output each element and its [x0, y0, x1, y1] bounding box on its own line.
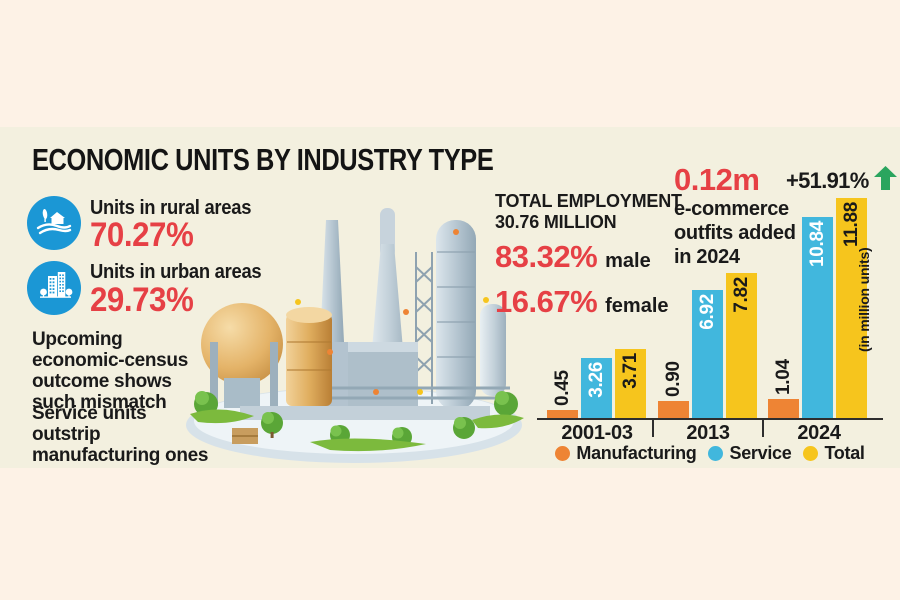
- female-share-label: female: [605, 295, 669, 317]
- bar-service-2024: [802, 217, 833, 418]
- chart-legend: Manufacturing Service Total: [537, 443, 883, 464]
- male-share-label: male: [605, 250, 651, 272]
- legend-item-total: Total: [803, 443, 865, 464]
- legend-dot-icon: [708, 446, 724, 461]
- factory-illustration: [180, 192, 528, 466]
- buildings-icon: [35, 267, 73, 310]
- legend-label: Total: [824, 443, 865, 463]
- bar-total-2024: [836, 198, 867, 418]
- urban-stat-value: 29.73%: [90, 281, 194, 319]
- employment-male-row: 83.32% male: [495, 239, 651, 275]
- bar-total-2013: [726, 273, 757, 418]
- urban-stat-icon-circle: [27, 261, 81, 315]
- bar-service-2001-03: [581, 358, 612, 418]
- page-title: ECONOMIC UNITS BY INDUSTRY TYPE: [32, 142, 494, 177]
- bar-manufacturing-2024: [768, 399, 799, 418]
- bar-total-2001-03: [615, 349, 646, 418]
- female-share-value: 16.67%: [495, 284, 598, 319]
- urban-stat-label: Units in urban areas: [90, 261, 262, 283]
- bar-value-label: 0.45: [551, 370, 573, 406]
- legend-label: Manufacturing: [576, 443, 697, 463]
- bar-value-label: 1.04: [772, 359, 794, 395]
- up-arrow-icon: [873, 166, 897, 195]
- legend-item-manufacturing: Manufacturing: [555, 443, 697, 464]
- bar-value-label: 10.84: [806, 221, 828, 268]
- bar-value-label: 7.82: [730, 277, 752, 313]
- bar-manufacturing-2013: [658, 401, 689, 418]
- male-share-value: 83.32%: [495, 239, 598, 274]
- bar-chart: 0.45 3.26 3.71 0.90 6.92 7.82 1.04 10.84 11.88: [537, 198, 882, 418]
- category-label-2024: 2024: [797, 422, 841, 444]
- chart-x-axis: [537, 418, 883, 420]
- note-service-outstrip: Service units outstrip manufacturing one…: [32, 403, 209, 466]
- note-census-mismatch: Upcoming economic-census outcome shows s…: [32, 329, 188, 413]
- category-label-2001-03: 2001-03: [561, 422, 633, 444]
- farm-icon: [35, 202, 73, 245]
- bar-value-label: 6.92: [696, 294, 718, 330]
- ecommerce-line1: e-commerce: [674, 198, 789, 220]
- legend-item-service: Service: [708, 443, 792, 464]
- bar-value-label: 3.26: [585, 362, 607, 398]
- category-label-2013: 2013: [686, 422, 730, 444]
- employment-female-row: 16.67% female: [495, 284, 669, 320]
- rural-stat-value: 70.27%: [90, 216, 194, 254]
- chart-unit-label: (in million units): [856, 247, 872, 353]
- axis-tick: [652, 420, 654, 437]
- legend-dot-icon: [803, 446, 819, 461]
- axis-tick: [762, 420, 764, 437]
- growth-value: +51.91%: [786, 167, 869, 193]
- bar-value-label: 3.71: [619, 353, 641, 389]
- ecommerce-line3: in 2024: [674, 246, 740, 268]
- bar-service-2013: [692, 290, 723, 418]
- employment-title-line2: 30.76 MILLION: [495, 212, 617, 232]
- ecommerce-line2: outfits added: [674, 222, 796, 244]
- legend-label: Service: [729, 443, 792, 463]
- bar-manufacturing-2001-03: [547, 410, 578, 418]
- ecommerce-value: 0.12m: [674, 162, 760, 197]
- growth-indicator: +51.91%: [786, 166, 897, 195]
- legend-dot-icon: [555, 446, 571, 461]
- rural-stat-label: Units in rural areas: [90, 197, 252, 219]
- employment-title-line1: TOTAL EMPLOYMENT: [495, 191, 682, 211]
- bar-value-label: 0.90: [662, 361, 684, 397]
- rural-stat-icon-circle: [27, 196, 81, 250]
